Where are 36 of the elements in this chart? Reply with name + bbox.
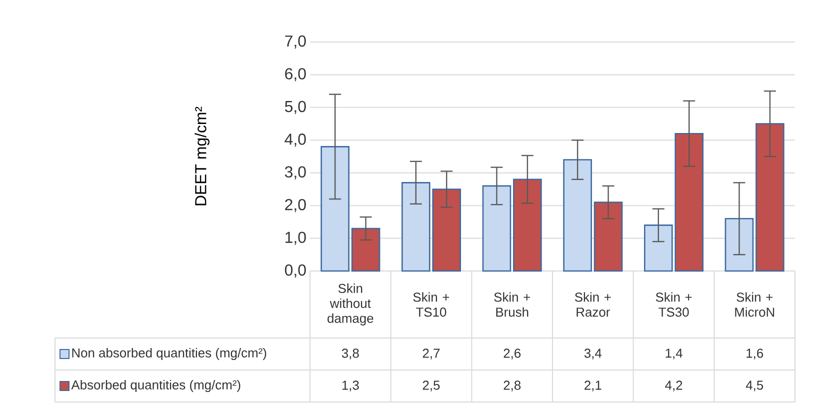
y-tick-label: 5,0 (284, 100, 306, 114)
x-tick-label: Skin + Brush (494, 292, 530, 317)
y-axis-title: DEET mg/cm² (194, 106, 210, 206)
data-label: 2,7 (422, 348, 440, 360)
data-label: 3,4 (584, 348, 602, 360)
x-tick-label: Skin without damage (328, 284, 374, 326)
x-tick-label: Skin + MicroN (735, 292, 774, 317)
x-tick-label: Skin + TS30 (656, 292, 692, 317)
x-tick-label: Skin + Razor (574, 292, 611, 317)
legend-label: Non absorbed quantities (mg/cm²) (72, 348, 266, 360)
bar (563, 159, 592, 272)
data-label: 3,8 (342, 348, 359, 360)
y-tick-label: 0,0 (284, 264, 306, 278)
bar (594, 202, 623, 272)
bar (756, 123, 784, 272)
x-tick-label: Skin + TS10 (413, 292, 450, 317)
data-label: 1,4 (666, 348, 682, 360)
data-label: 4,2 (665, 380, 682, 392)
y-tick-label: 7,0 (285, 35, 306, 49)
bar (513, 178, 542, 272)
y-tick-label: 3,0 (284, 166, 306, 180)
data-label: 2,8 (504, 380, 521, 392)
bar (320, 146, 350, 272)
legend-label: Absorbed quantities (mg/cm²) (71, 380, 240, 392)
data-label: 2,5 (422, 380, 440, 392)
data-label: 2,1 (584, 380, 602, 392)
y-tick-label: 1,0 (286, 232, 306, 245)
data-label: 2,6 (504, 348, 521, 360)
data-label: 1,6 (746, 348, 764, 360)
bar (482, 185, 512, 272)
bar (351, 228, 380, 272)
y-tick-label: 4,0 (284, 134, 306, 147)
y-tick-label: 2,0 (285, 198, 306, 212)
y-tick-label: 6,0 (285, 68, 306, 82)
data-label: 4,5 (746, 380, 764, 392)
data-label: 1,3 (342, 380, 359, 392)
